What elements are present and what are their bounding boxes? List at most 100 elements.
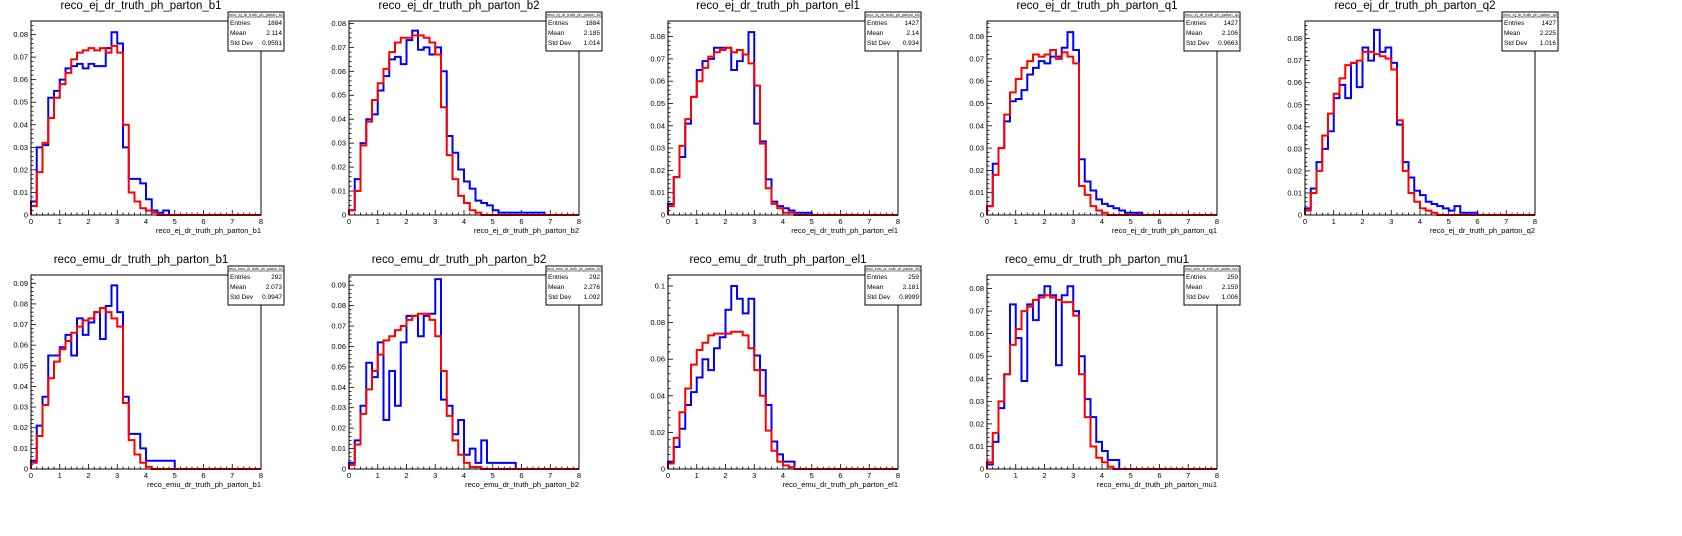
stats-value-mean: 2.14	[906, 30, 919, 37]
y-tick-label: 0.08	[13, 30, 28, 39]
y-tick-label: 0.03	[1287, 144, 1302, 153]
x-tick-label: 7	[1504, 217, 1508, 226]
x-tick-label: 1	[1014, 471, 1018, 480]
x-tick-label: 4	[462, 217, 466, 226]
stats-value-mean: 2.185	[584, 30, 601, 37]
chart-title: reco_ej_dr_truth_ph_parton_q2	[1334, 0, 1495, 12]
y-tick-label: 0.04	[331, 383, 346, 392]
stats-value-entries: 259	[1227, 274, 1238, 281]
stats-label-std-dev: Std Dev	[548, 294, 572, 301]
y-tick-label: 0.01	[331, 187, 346, 196]
y-tick-label: 0.05	[650, 99, 665, 108]
plot-frame	[348, 274, 580, 470]
series-red-histogram	[348, 34, 579, 216]
y-tick-label: 0.03	[650, 144, 665, 153]
x-axis-label: reco_ej_dr_truth_ph_parton_el1	[791, 226, 898, 235]
y-tick-label: 0	[342, 211, 346, 220]
y-tick-label: 0.02	[13, 165, 28, 174]
stats-box-border	[545, 11, 603, 52]
x-tick-label: 7	[867, 471, 871, 480]
x-tick-label: 4	[1100, 471, 1104, 480]
y-tick-label: 0.01	[13, 444, 28, 453]
x-tick-label: 6	[201, 471, 205, 480]
chart-title: reco_ej_dr_truth_ph_parton_el1	[696, 0, 860, 12]
x-tick-label: 1	[1014, 217, 1018, 226]
y-tick-label: 0.09	[13, 279, 28, 288]
x-tick-label: 2	[1360, 217, 1364, 226]
stats-value-std-dev: 1.014	[584, 40, 601, 47]
histogram-pad-8: reco_emu_dr_truth_ph_parton_mu1 0 1 2 3 4 5 6 7 8…	[969, 254, 1241, 489]
x-axis-label: reco_ej_dr_truth_ph_parton_b2	[474, 226, 579, 235]
stats-name: reco_ej_dr_truth_ph_parton_b2	[547, 13, 601, 17]
x-tick-label: 6	[1157, 217, 1161, 226]
chart-title: reco_ej_dr_truth_ph_parton_b2	[378, 0, 539, 12]
x-tick-label: 4	[781, 471, 785, 480]
stats-label-entries: Entries	[548, 20, 569, 27]
stats-label-std-dev: Std Dev	[1504, 40, 1528, 47]
y-tick-label: 0.01	[331, 444, 346, 453]
y-tick-label: 0.02	[969, 419, 984, 428]
y-tick-label: 0.07	[13, 53, 28, 62]
stats-value-entries: 1884	[586, 20, 601, 27]
stats-value-std-dev: 1.016	[1540, 40, 1557, 47]
histogram-pad-3: reco_ej_dr_truth_ph_parton_q1 0 1 2 3 4 5 6 7 8 0 0…	[969, 0, 1241, 235]
stats-value-mean: 2.225	[1540, 30, 1557, 37]
stats-box-border	[227, 265, 285, 306]
stats-value-std-dev: 1.006	[1222, 294, 1239, 301]
stats-name: reco_ej_dr_truth_ph_parton_q2	[1503, 13, 1557, 17]
x-tick-label: 3	[433, 471, 437, 480]
stats-label-entries: Entries	[1186, 274, 1207, 281]
x-tick-label: 3	[1071, 471, 1075, 480]
stats-label-mean: Mean	[230, 30, 247, 37]
series-blue-histogram	[348, 278, 579, 470]
y-tick-label: 0.04	[1287, 122, 1302, 131]
x-tick-label: 8	[1215, 471, 1219, 480]
x-tick-label: 5	[1129, 471, 1133, 480]
x-tick-label: 1	[695, 471, 699, 480]
stats-value-entries: 1884	[268, 20, 283, 27]
x-tick-label: 0	[666, 471, 670, 480]
stats-label-std-dev: Std Dev	[1186, 294, 1210, 301]
x-tick-label: 5	[173, 217, 177, 226]
series-red-histogram	[30, 307, 261, 470]
y-tick-label: 0.02	[13, 423, 28, 432]
stats-value-entries: 1427	[1224, 20, 1239, 27]
stats-box: reco_emu_dr_truth_ph_parton_b2 Entries 292…	[545, 265, 603, 306]
x-tick-label: 8	[896, 217, 900, 226]
stats-value-mean: 2.106	[1222, 30, 1239, 37]
y-tick-label: 0.03	[969, 397, 984, 406]
chart-title: reco_emu_dr_truth_ph_parton_b2	[372, 254, 547, 266]
stats-box: reco_emu_dr_truth_ph_parton_b1 Entries 292…	[227, 265, 285, 306]
x-axis-label: reco_ej_dr_truth_ph_parton_q2	[1430, 226, 1535, 235]
stats-label-mean: Mean	[1186, 284, 1203, 291]
y-tick-label: 0.08	[13, 299, 28, 308]
x-tick-label: 0	[985, 217, 989, 226]
x-tick-label: 2	[86, 217, 90, 226]
y-tick-label: 0.03	[13, 143, 28, 152]
y-tick-label: 0.06	[1287, 78, 1302, 87]
stats-box: reco_ej_dr_truth_ph_parton_q2 Entries 1427…	[1501, 11, 1559, 52]
y-tick-label: 0.04	[13, 120, 28, 129]
y-tick-label: 0.02	[1287, 166, 1302, 175]
stats-label-std-dev: Std Dev	[548, 40, 572, 47]
x-tick-label: 5	[491, 217, 495, 226]
series-blue-histogram	[30, 284, 261, 470]
stats-value-std-dev: 0.9663	[1218, 40, 1238, 47]
x-tick-label: 1	[58, 471, 62, 480]
y-tick-label: 0.09	[331, 281, 346, 290]
stats-value-std-dev: 0.9947	[262, 294, 282, 301]
stats-name: reco_emu_dr_truth_ph_parton_b2	[547, 267, 601, 271]
y-tick-label: 0.02	[331, 424, 346, 433]
stats-box: reco_emu_dr_truth_ph_parton_el1 Entries 25…	[864, 265, 922, 306]
x-tick-label: 0	[985, 471, 989, 480]
x-tick-label: 7	[548, 217, 552, 226]
y-tick-label: 0	[980, 211, 984, 220]
stats-name: reco_emu_dr_truth_ph_parton_mu1	[1185, 267, 1239, 271]
y-tick-label: 0.02	[969, 166, 984, 175]
x-tick-label: 4	[462, 471, 466, 480]
x-tick-label: 5	[810, 217, 814, 226]
y-tick-label: 0.06	[650, 77, 665, 86]
x-tick-label: 0	[347, 471, 351, 480]
y-tick-label: 0	[1298, 211, 1302, 220]
